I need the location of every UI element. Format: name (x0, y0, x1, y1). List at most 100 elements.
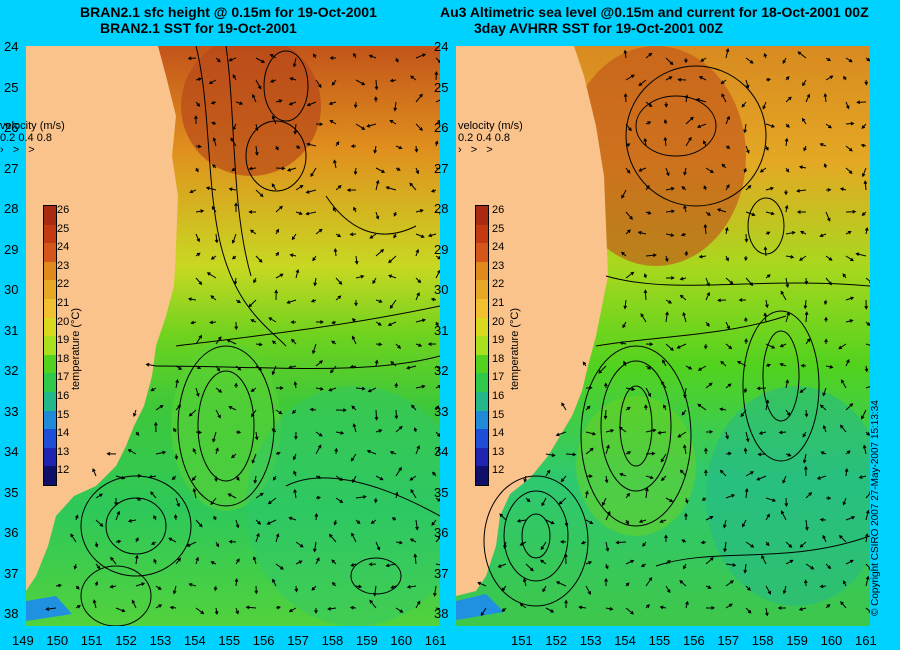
current-arrow (210, 497, 217, 506)
current-arrow (195, 209, 205, 214)
current-arrow (186, 541, 197, 547)
current-arrow (825, 563, 832, 570)
current-arrow (845, 359, 850, 367)
current-arrow (545, 453, 556, 457)
current-arrow (765, 513, 770, 521)
current-arrow (663, 136, 668, 147)
current-arrow (703, 185, 707, 191)
current-arrow (796, 188, 807, 193)
velocity-legend-title: velocity (m/s) (0, 120, 65, 132)
current-arrow (765, 274, 771, 279)
current-arrow (605, 541, 610, 552)
current-arrow (375, 321, 382, 326)
current-arrow (717, 298, 727, 303)
current-arrow (286, 167, 297, 172)
current-arrow (275, 533, 280, 543)
current-arrow (314, 512, 319, 521)
current-arrow (745, 471, 754, 477)
current-arrow (175, 497, 180, 508)
current-arrow (865, 491, 870, 499)
colorbar-tick-label: 23 (492, 259, 505, 272)
latitude-tick-label: 34 (434, 444, 449, 459)
current-arrow (227, 493, 237, 499)
current-arrow (328, 533, 337, 543)
current-arrow (248, 299, 257, 308)
longitude-tick-label: 161 (424, 633, 447, 648)
longitude-tick-label: 152 (545, 633, 568, 648)
current-arrow (665, 560, 671, 565)
current-arrow (640, 313, 647, 323)
current-arrow (741, 101, 747, 108)
colorbar-tick-label: 20 (492, 315, 505, 328)
current-arrow (409, 538, 417, 543)
current-arrow (393, 233, 397, 239)
current-arrow (845, 145, 853, 152)
current-arrow (45, 607, 57, 611)
current-vector-field (477, 47, 870, 617)
current-arrow (623, 93, 628, 103)
current-arrow (295, 541, 304, 548)
current-arrow (725, 47, 730, 59)
current-arrow (679, 469, 687, 477)
current-arrow (802, 453, 807, 464)
current-arrow (763, 312, 768, 323)
current-arrow (395, 167, 401, 171)
current-arrow (625, 492, 631, 499)
current-arrow (366, 449, 377, 455)
current-arrow (665, 497, 674, 503)
latitude-tick-label: 32 (4, 363, 19, 378)
current-arrow (195, 252, 201, 257)
current-arrow (625, 167, 631, 174)
current-arrow (315, 360, 324, 367)
current-arrow (823, 163, 828, 169)
current-arrow (605, 607, 614, 611)
current-arrow (328, 387, 337, 392)
longitude-tick-label: 151 (80, 633, 103, 648)
latitude-tick-label: 33 (434, 403, 449, 419)
current-arrow (288, 365, 297, 369)
current-arrow (585, 519, 594, 525)
current-arrow (215, 409, 221, 419)
current-arrow (698, 76, 707, 81)
current-arrow (228, 187, 237, 192)
colorbar-segment (44, 298, 56, 318)
current-arrow (683, 204, 687, 213)
current-arrow (435, 365, 440, 371)
current-arrow (293, 123, 298, 135)
colorbar-segment (476, 280, 488, 299)
current-arrow (805, 338, 811, 345)
current-arrow (195, 387, 200, 397)
land-area (26, 46, 178, 591)
current-arrow (394, 382, 399, 389)
current-arrow (865, 57, 870, 62)
current-arrow (435, 497, 440, 502)
current-arrow (312, 53, 317, 59)
current-arrow (743, 447, 748, 455)
current-arrow (413, 427, 418, 433)
current-arrow (765, 363, 772, 368)
current-arrow (800, 363, 807, 368)
current-arrow (745, 145, 750, 154)
current-arrow (865, 607, 870, 613)
current-arrow (555, 581, 567, 587)
current-arrow (94, 580, 99, 587)
current-arrow (756, 386, 767, 391)
current-arrow (230, 137, 237, 147)
current-arrow (435, 431, 440, 437)
current-arrow (350, 563, 357, 567)
current-arrow (503, 541, 507, 549)
colorbar-segment (44, 336, 56, 355)
current-arrow (292, 453, 297, 461)
current-arrow (295, 560, 303, 565)
current-arrow (619, 472, 627, 477)
current-arrow (275, 386, 284, 390)
warm-eddy (181, 46, 321, 176)
current-arrow (785, 311, 790, 323)
current-arrow (604, 382, 608, 389)
current-arrow (663, 119, 668, 125)
current-arrow (253, 475, 258, 484)
current-arrow (350, 453, 357, 462)
current-arrow (215, 387, 223, 393)
current-arrow (784, 137, 789, 147)
current-arrow (796, 210, 807, 214)
